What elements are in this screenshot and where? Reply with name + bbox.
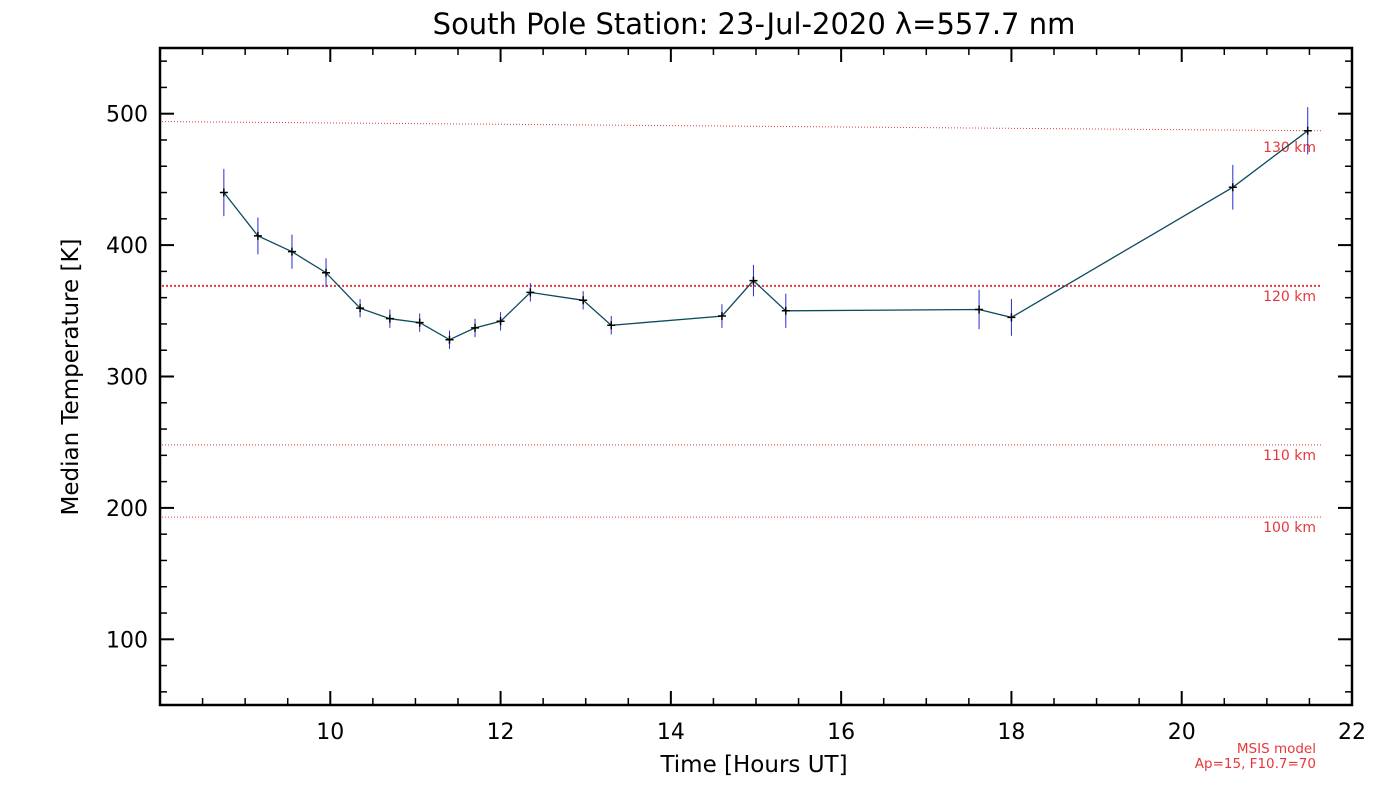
y-tick-label: 300 xyxy=(106,366,148,391)
x-tick-label: 22 xyxy=(1338,720,1366,745)
reference-label: 130 km xyxy=(1263,140,1316,156)
msis-params-note: Ap=15, F10.7=70 xyxy=(1195,756,1316,772)
y-tick-label: 400 xyxy=(106,234,148,259)
reference-label: 110 km xyxy=(1263,448,1316,464)
data-point xyxy=(253,231,262,240)
data-point xyxy=(607,321,616,330)
data-point xyxy=(287,247,296,256)
x-tick-label: 14 xyxy=(657,720,685,745)
msis-model-note: MSIS model xyxy=(1237,741,1316,757)
y-tick-label: 100 xyxy=(106,628,148,653)
data-point xyxy=(445,335,454,344)
reference-lines: 130 km 120 km 110 km 100 km xyxy=(161,121,1323,536)
x-tick-label: 18 xyxy=(997,720,1025,745)
x-axis-label: Time [Hours UT] xyxy=(659,752,847,778)
data-point xyxy=(1228,183,1237,192)
data-point xyxy=(1007,313,1016,322)
data-point xyxy=(219,188,228,197)
x-tick-label: 16 xyxy=(827,720,855,745)
reference-label: 100 km xyxy=(1263,520,1316,536)
y-axis-label: Median Temperature [K] xyxy=(58,239,84,516)
series-line xyxy=(223,130,1309,341)
y-tick-label: 200 xyxy=(106,497,148,522)
data-series xyxy=(219,107,1312,349)
data-point xyxy=(415,318,424,327)
data-point xyxy=(496,317,505,326)
reference-line-130-km xyxy=(161,121,1323,132)
data-point xyxy=(749,276,758,285)
data-point xyxy=(471,323,480,332)
data-point xyxy=(356,304,365,313)
x-tick-label: 12 xyxy=(487,720,515,745)
x-tick-label: 20 xyxy=(1168,720,1196,745)
x-tick-label: 10 xyxy=(316,720,344,745)
data-point xyxy=(717,312,726,321)
chart-title: South Pole Station: 23-Jul-2020 λ=557.7 … xyxy=(433,7,1076,41)
data-point xyxy=(526,288,535,297)
plot-axes: 10 12 14 16 18 20 22 100 200 300 400 500 xyxy=(106,46,1366,745)
reference-label: 120 km xyxy=(1263,289,1316,305)
data-point xyxy=(579,296,588,305)
data-point xyxy=(975,305,984,314)
plot-frame xyxy=(158,46,1354,707)
data-point xyxy=(322,268,331,277)
data-point xyxy=(385,314,394,323)
data-point xyxy=(1303,126,1312,135)
y-tick-label: 500 xyxy=(106,103,148,128)
data-point xyxy=(781,306,790,315)
